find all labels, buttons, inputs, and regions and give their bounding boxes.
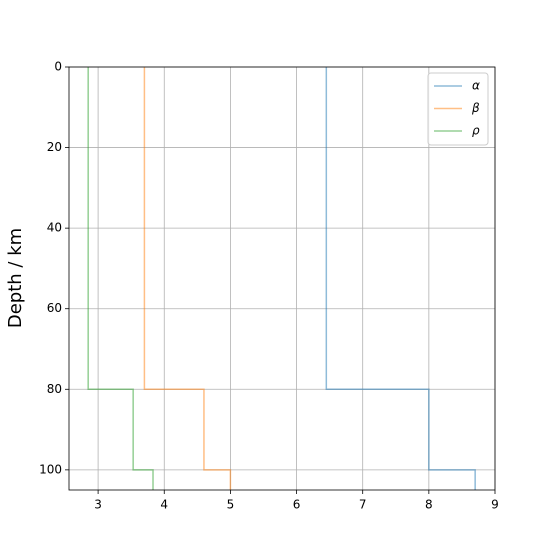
x-tick-label: 9	[491, 498, 499, 512]
y-tick-label: 60	[47, 301, 62, 315]
y-tick-label: 20	[47, 140, 62, 154]
x-tick-label: 8	[425, 498, 433, 512]
step-line	[143, 67, 232, 490]
x-tick-label: 6	[293, 498, 301, 512]
plot-frame	[68, 66, 496, 491]
x-tick-label: 3	[94, 498, 102, 512]
x-tick-label: 5	[227, 498, 235, 512]
y-axis-label: Depth / km	[5, 228, 26, 328]
legend-label: ρ	[472, 124, 480, 138]
legend-label: α	[472, 79, 480, 93]
x-tick-label: 4	[160, 498, 168, 512]
step-line	[87, 67, 154, 490]
y-tick-label: 40	[47, 221, 62, 235]
x-tick-label: 7	[359, 498, 367, 512]
step-line	[325, 67, 476, 490]
y-tick-label: 100	[39, 462, 62, 476]
y-tick-label: 0	[54, 60, 62, 74]
legend-label: β	[471, 101, 480, 115]
y-tick-label: 80	[47, 382, 62, 396]
